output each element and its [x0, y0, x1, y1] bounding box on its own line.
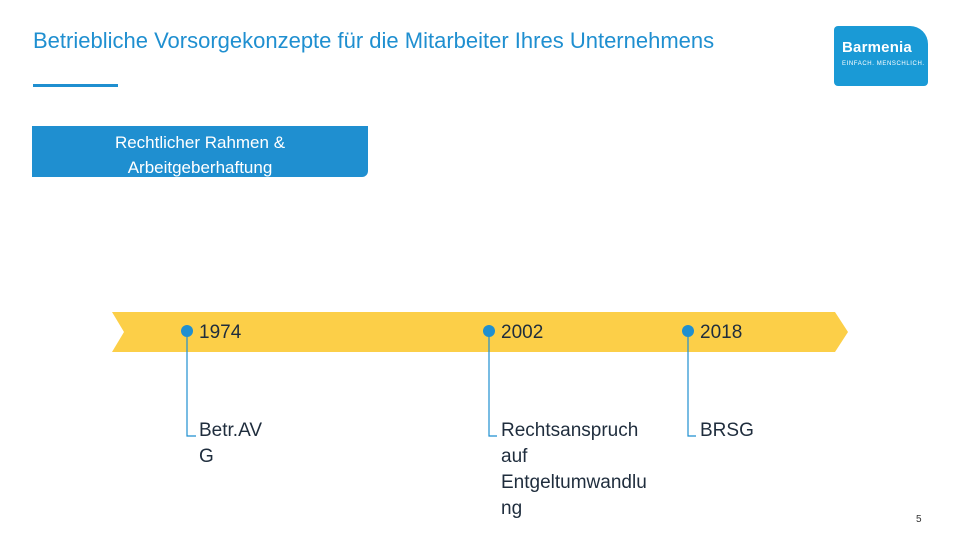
timeline-event-1974-line-2: G — [199, 446, 214, 467]
timeline-event-2002-line-3: Entgeltumwandlu — [501, 472, 647, 493]
page-number: 5 — [916, 514, 922, 525]
timeline-event-2002-line-1: Rechtsanspruch — [501, 420, 639, 441]
timeline-connector-2002 — [488, 331, 497, 437]
timeline-marker-1974 — [181, 325, 193, 337]
slide-title: Betriebliche Vorsorgekonzepte für die Mi… — [33, 28, 715, 53]
barmenia-logo: Barmenia EINFACH. MENSCHLICH. — [834, 26, 928, 86]
timeline-connector-2018 — [687, 331, 696, 437]
timeline-event-1974-line-1: Betr.AV — [199, 420, 263, 441]
timeline-event-2002: Rechtsanspruch auf Entgeltumwandlu ng — [501, 418, 661, 522]
timeline-marker-2018 — [682, 325, 694, 337]
timeline-connector-1974 — [186, 331, 196, 437]
timeline-event-2018: BRSG — [700, 418, 860, 444]
timeline-year-1974: 1974 — [199, 322, 242, 343]
timeline-event-1974: Betr.AV G — [199, 418, 359, 470]
logo-claim: EINFACH. MENSCHLICH. — [842, 61, 925, 67]
timeline-event-2002-line-4: ng — [501, 498, 523, 519]
timeline-year-2002: 2002 — [501, 322, 544, 343]
timeline-event-2002-line-2: auf — [501, 446, 528, 467]
title-underline — [33, 84, 118, 87]
section-label-line-1: Rechtlicher Rahmen & — [114, 133, 286, 152]
section-label: Rechtlicher Rahmen & Arbeitgeberhaftung — [32, 126, 368, 177]
timeline-marker-2002 — [483, 325, 495, 337]
timeline-band — [112, 312, 848, 352]
section-label-line-2: Arbeitgeberhaftung — [127, 158, 273, 177]
timeline-event-2018-line-1: BRSG — [700, 420, 754, 441]
timeline-year-2018: 2018 — [700, 322, 743, 343]
logo-name: Barmenia — [842, 39, 912, 56]
